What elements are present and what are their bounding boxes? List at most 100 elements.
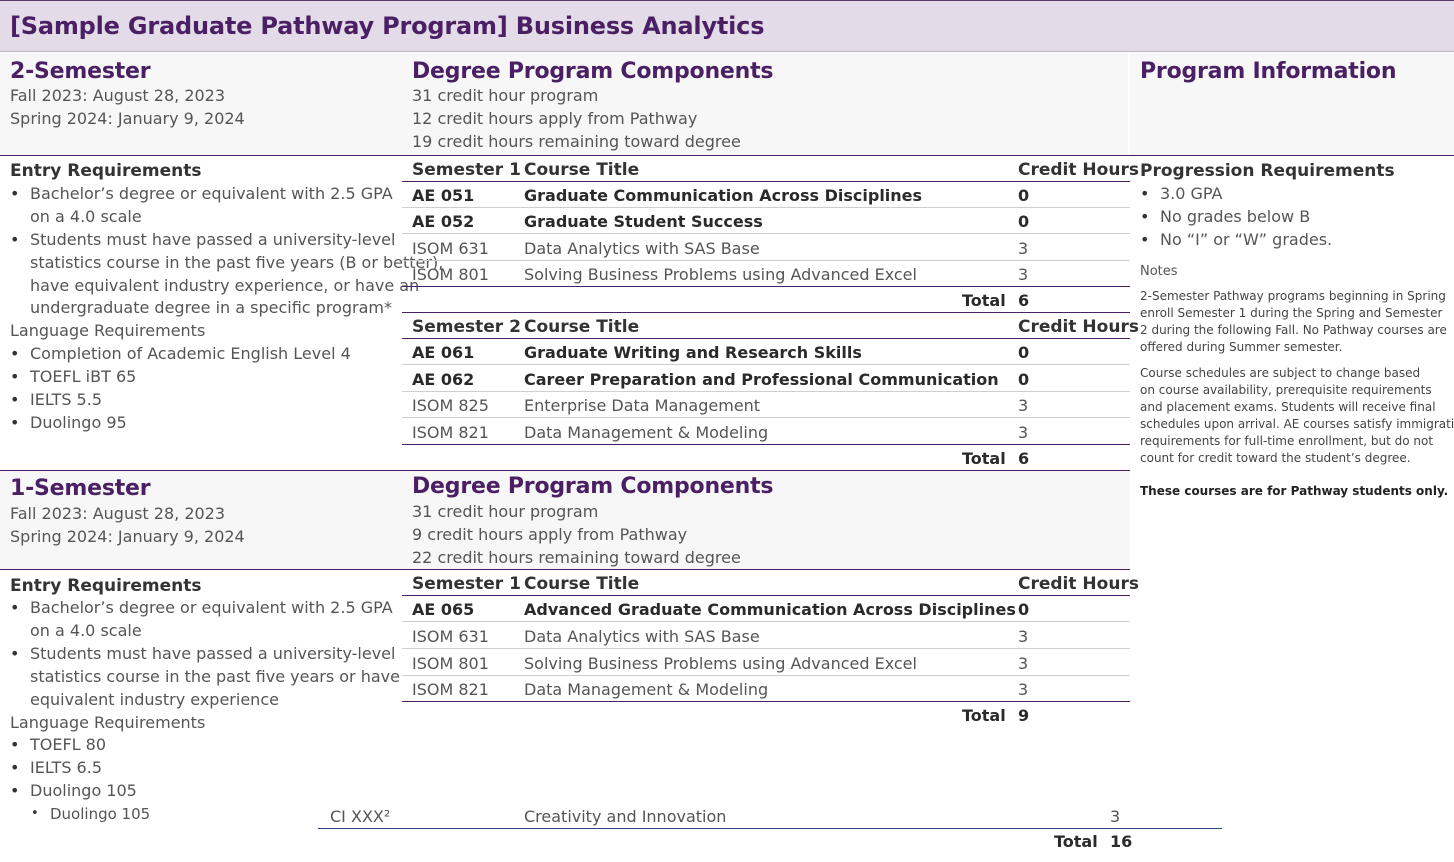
entry-requirement-item: Bachelor’s degree or equivalent with 2.5… — [10, 184, 393, 203]
course-title: Career Preparation and Professional Comm… — [524, 370, 999, 389]
language-requirement-item: IELTS 5.5 — [10, 390, 102, 409]
entry-requirement-item-cont: on a 4.0 scale — [30, 621, 142, 640]
language-requirement-item: Completion of Academic English Level 4 — [10, 344, 351, 363]
one-semester-title: 1-Semester — [10, 476, 151, 501]
row-divider — [402, 391, 1130, 392]
note-line: and placement exams. Students will recei… — [1140, 400, 1436, 414]
section-rule — [0, 470, 1130, 471]
two-semester-components-title: Degree Program Components — [412, 59, 774, 84]
entry-requirement-item-cont: undergraduate degree in a specific progr… — [30, 298, 392, 317]
course-credits: 3 — [1018, 680, 1029, 699]
table-header-rule — [402, 338, 1130, 339]
row-divider — [402, 675, 1130, 676]
note-line: Course schedules are subject to change b… — [1140, 366, 1421, 380]
pathway-only-note: These courses are for Pathway students o… — [1140, 484, 1449, 498]
total-label: Total — [962, 291, 1006, 310]
row-divider — [402, 233, 1130, 234]
row-divider — [402, 364, 1130, 365]
course-code: AE 051 — [412, 186, 475, 205]
total-label: Total — [962, 449, 1006, 468]
components-line: 31 credit hour program — [412, 502, 599, 521]
course-code: ISOM 825 — [412, 396, 489, 415]
table-header-rule — [402, 181, 1130, 182]
semester-header: Semester 2 — [412, 317, 521, 337]
total-label: Total — [1054, 832, 1098, 851]
course-credits: 3 — [1018, 239, 1029, 258]
components-line: 22 credit hours remaining toward degree — [412, 548, 741, 567]
course-title: Creativity and Innovation — [524, 807, 727, 826]
table-header-rule — [402, 595, 1130, 596]
entry-requirement-item: Bachelor’s degree or equivalent with 2.5… — [10, 598, 393, 617]
course-code: AE 052 — [412, 212, 475, 231]
one-semester-band — [0, 471, 1130, 569]
table-total-rule — [402, 286, 1130, 287]
table-end-rule — [402, 312, 1130, 313]
course-credits: 3 — [1018, 396, 1029, 415]
course-credits: 0 — [1018, 186, 1030, 205]
note-line: enroll Semester 1 during the Spring and … — [1140, 306, 1443, 320]
entry-requirements-title: Entry Requirements — [10, 161, 202, 181]
notes-label: Notes — [1140, 264, 1178, 279]
course-title: Data Management & Modeling — [524, 680, 769, 699]
credit-hours-header: Credit Hours — [1018, 160, 1139, 180]
one-semester-date-fall: Fall 2023: August 28, 2023 — [10, 504, 226, 523]
note-line: on course availability, prerequisite req… — [1140, 383, 1432, 397]
progression-item: No grades below B — [1140, 207, 1310, 226]
course-code: AE 062 — [412, 370, 475, 389]
total-value: 6 — [1018, 291, 1030, 310]
table-total-rule — [402, 444, 1130, 445]
course-title: Solving Business Problems using Advanced… — [524, 654, 917, 673]
stray-rule — [318, 828, 1222, 829]
language-requirement-item: TOEFL iBT 65 — [10, 367, 136, 386]
course-title: Data Analytics with SAS Base — [524, 239, 760, 258]
one-semester-components-title: Degree Program Components — [412, 474, 774, 499]
language-requirement-item: Duolingo 105 — [10, 781, 137, 800]
course-credits: 0 — [1018, 212, 1030, 231]
section-rule — [0, 155, 1454, 156]
note-line: count for credit toward the student’s de… — [1140, 451, 1411, 465]
course-title-header: Course Title — [524, 574, 640, 594]
semester-header: Semester 1 — [412, 574, 521, 594]
course-credits: 0 — [1018, 600, 1030, 619]
progression-item: 3.0 GPA — [1140, 184, 1222, 203]
note-line: 2-Semester Pathway programs beginning in… — [1140, 289, 1446, 303]
entry-requirement-item: Students must have passed a university-l… — [10, 230, 395, 249]
components-line: 9 credit hours apply from Pathway — [412, 525, 688, 544]
semester-header: Semester 1 — [412, 160, 521, 180]
page-header — [0, 0, 1454, 52]
course-title: Graduate Writing and Research Skills — [524, 343, 862, 362]
note-line: 2 during the following Fall. No Pathway … — [1140, 323, 1447, 337]
total-value: 16 — [1110, 832, 1133, 851]
course-code: ISOM 801 — [412, 654, 489, 673]
course-code: ISOM 631 — [412, 239, 489, 258]
course-code: AE 061 — [412, 343, 475, 362]
table-total-rule — [402, 701, 1130, 702]
course-credits: 0 — [1018, 370, 1030, 389]
course-code: ISOM 821 — [412, 680, 489, 699]
language-requirement-item: TOEFL 80 — [10, 735, 106, 754]
total-value: 6 — [1018, 449, 1030, 468]
course-code: ISOM 821 — [412, 423, 489, 442]
course-title: Enterprise Data Management — [524, 396, 761, 415]
note-line: schedules upon arrival. AE courses satis… — [1140, 417, 1454, 431]
progression-requirements-title: Progression Requirements — [1140, 161, 1395, 181]
language-requirement-overflow: Duolingo 105 — [50, 805, 151, 823]
credit-hours-header: Credit Hours — [1018, 317, 1139, 337]
two-semester-title: 2-Semester — [10, 59, 151, 84]
entry-requirement-item: Students must have passed a university-l… — [10, 644, 395, 663]
course-title: Solving Business Problems using Advanced… — [524, 265, 917, 284]
entry-requirement-item-cont: statistics course in the past five years… — [30, 253, 444, 272]
course-title: Graduate Student Success — [524, 212, 763, 231]
row-divider — [402, 417, 1130, 418]
entry-requirement-item-cont: statistics course in the past five years… — [30, 667, 400, 686]
course-credits: 0 — [1018, 343, 1030, 362]
two-semester-date-spring: Spring 2024: January 9, 2024 — [10, 109, 245, 128]
row-divider — [402, 207, 1130, 208]
course-title: Data Management & Modeling — [524, 423, 769, 442]
language-requirements-title: Language Requirements — [10, 321, 206, 340]
course-credits: 3 — [1018, 654, 1029, 673]
components-line: 12 credit hours apply from Pathway — [412, 109, 698, 128]
course-title-header: Course Title — [524, 317, 640, 337]
components-line: 19 credit hours remaining toward degree — [412, 132, 741, 151]
language-requirement-item: Duolingo 95 — [10, 413, 127, 432]
